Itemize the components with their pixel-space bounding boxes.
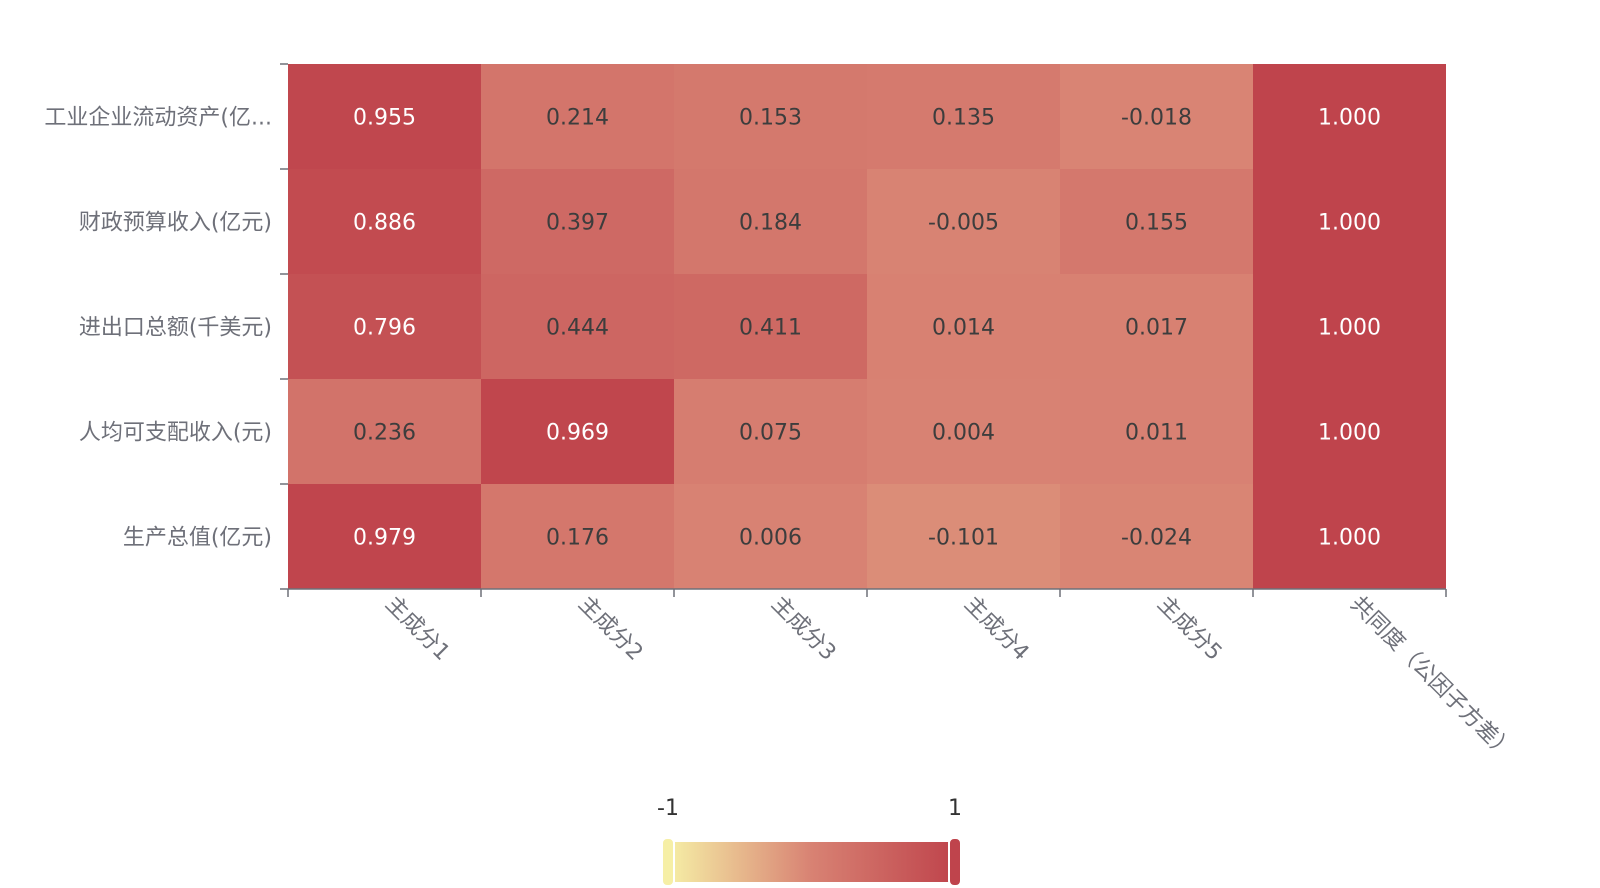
cell-value-label: -0.024 <box>1121 526 1192 551</box>
heatmap-cell[interactable] <box>1253 169 1446 274</box>
heatmap-cell[interactable] <box>1060 169 1253 274</box>
y-axis-label: 人均可支配收入(元) <box>79 421 272 446</box>
heatmap-cell[interactable] <box>288 64 481 169</box>
heatmap-cell[interactable] <box>674 169 867 274</box>
y-axis-label: 进出口总额(千美元) <box>79 316 272 341</box>
x-axis-label: 主成分4 <box>959 592 1033 666</box>
cell-value-label: 0.236 <box>353 421 416 446</box>
x-axis-label: 主成分3 <box>766 592 840 666</box>
heatmap-cell[interactable] <box>481 274 674 379</box>
heatmap-cell[interactable] <box>481 484 674 589</box>
heatmap-cells: 0.955 0.214 0.153 0.135 -0.018 1.000 0.886 0.39… <box>288 64 1446 589</box>
cell-value-label: 0.075 <box>739 421 802 446</box>
cell-value-label: 0.004 <box>932 421 995 446</box>
heatmap-cell[interactable] <box>1253 379 1446 484</box>
x-axis-label: 主成分5 <box>1152 592 1226 666</box>
visual-map-handle-min[interactable] <box>661 837 675 887</box>
heatmap-cell[interactable] <box>481 379 674 484</box>
y-axis-label: 生产总值(亿元) <box>123 526 272 551</box>
cell-value-label: 0.444 <box>546 316 609 341</box>
heatmap-cell[interactable] <box>1060 379 1253 484</box>
heatmap-cell[interactable] <box>288 379 481 484</box>
cell-value-label: 0.006 <box>739 526 802 551</box>
cell-value-label: 0.886 <box>353 211 416 236</box>
heatmap-cell[interactable] <box>1253 64 1446 169</box>
cell-value-label: 0.214 <box>546 106 609 131</box>
x-axis-label: 主成分1 <box>380 592 454 666</box>
heatmap-cell[interactable] <box>481 64 674 169</box>
cell-value-label: 0.153 <box>739 106 802 131</box>
heatmap-cell[interactable] <box>1060 274 1253 379</box>
visual-map[interactable]: -1 1 <box>657 796 962 887</box>
cell-value-label: 1.000 <box>1318 421 1381 446</box>
heatmap-cell[interactable] <box>1060 484 1253 589</box>
heatmap-cell[interactable] <box>288 274 481 379</box>
cell-value-label: 0.184 <box>739 211 802 236</box>
y-axis-label: 工业企业流动资产(亿... <box>44 106 272 131</box>
heatmap-cell[interactable] <box>288 484 481 589</box>
heatmap-cell[interactable] <box>674 379 867 484</box>
y-axis-label: 财政预算收入(亿元) <box>79 211 272 236</box>
heatmap-cell[interactable] <box>674 64 867 169</box>
heatmap-cell[interactable] <box>288 169 481 274</box>
cell-value-label: -0.101 <box>928 526 999 551</box>
visual-map-max-label: 1 <box>948 796 962 821</box>
cell-value-label: -0.018 <box>1121 106 1192 131</box>
heatmap-cell[interactable] <box>1060 64 1253 169</box>
cell-value-label: 0.397 <box>546 211 609 236</box>
cell-value-label: 0.796 <box>353 316 416 341</box>
heatmap-cell[interactable] <box>867 379 1060 484</box>
cell-value-label: 1.000 <box>1318 106 1381 131</box>
cell-value-label: 0.176 <box>546 526 609 551</box>
cell-value-label: 0.155 <box>1125 211 1188 236</box>
visual-map-min-label: -1 <box>657 796 679 821</box>
cell-value-label: 0.017 <box>1125 316 1188 341</box>
x-axis-label: 主成分2 <box>573 592 647 666</box>
heatmap-cell[interactable] <box>674 484 867 589</box>
cell-value-label: 1.000 <box>1318 211 1381 236</box>
heatmap-cell[interactable] <box>1253 484 1446 589</box>
cell-value-label: 0.969 <box>546 421 609 446</box>
visual-map-handle-max[interactable] <box>948 837 962 887</box>
cell-value-label: 0.014 <box>932 316 995 341</box>
cell-value-label: 0.979 <box>353 526 416 551</box>
cell-value-label: 0.411 <box>739 316 802 341</box>
heatmap-cell[interactable] <box>1253 274 1446 379</box>
heatmap-cell[interactable] <box>481 169 674 274</box>
x-axis-label: 共同度（公因子方差） <box>1345 592 1518 765</box>
cell-value-label: 0.135 <box>932 106 995 131</box>
heatmap-cell[interactable] <box>867 274 1060 379</box>
cell-value-label: 1.000 <box>1318 526 1381 551</box>
cell-value-label: 0.955 <box>353 106 416 131</box>
visual-map-gradient-bar <box>668 842 955 882</box>
heatmap-cell[interactable] <box>867 64 1060 169</box>
cell-value-label: 0.011 <box>1125 421 1188 446</box>
heatmap-cell[interactable] <box>867 484 1060 589</box>
heatmap-cell[interactable] <box>674 274 867 379</box>
heatmap-cell[interactable] <box>867 169 1060 274</box>
cell-value-label: -0.005 <box>928 211 999 236</box>
cell-value-label: 1.000 <box>1318 316 1381 341</box>
